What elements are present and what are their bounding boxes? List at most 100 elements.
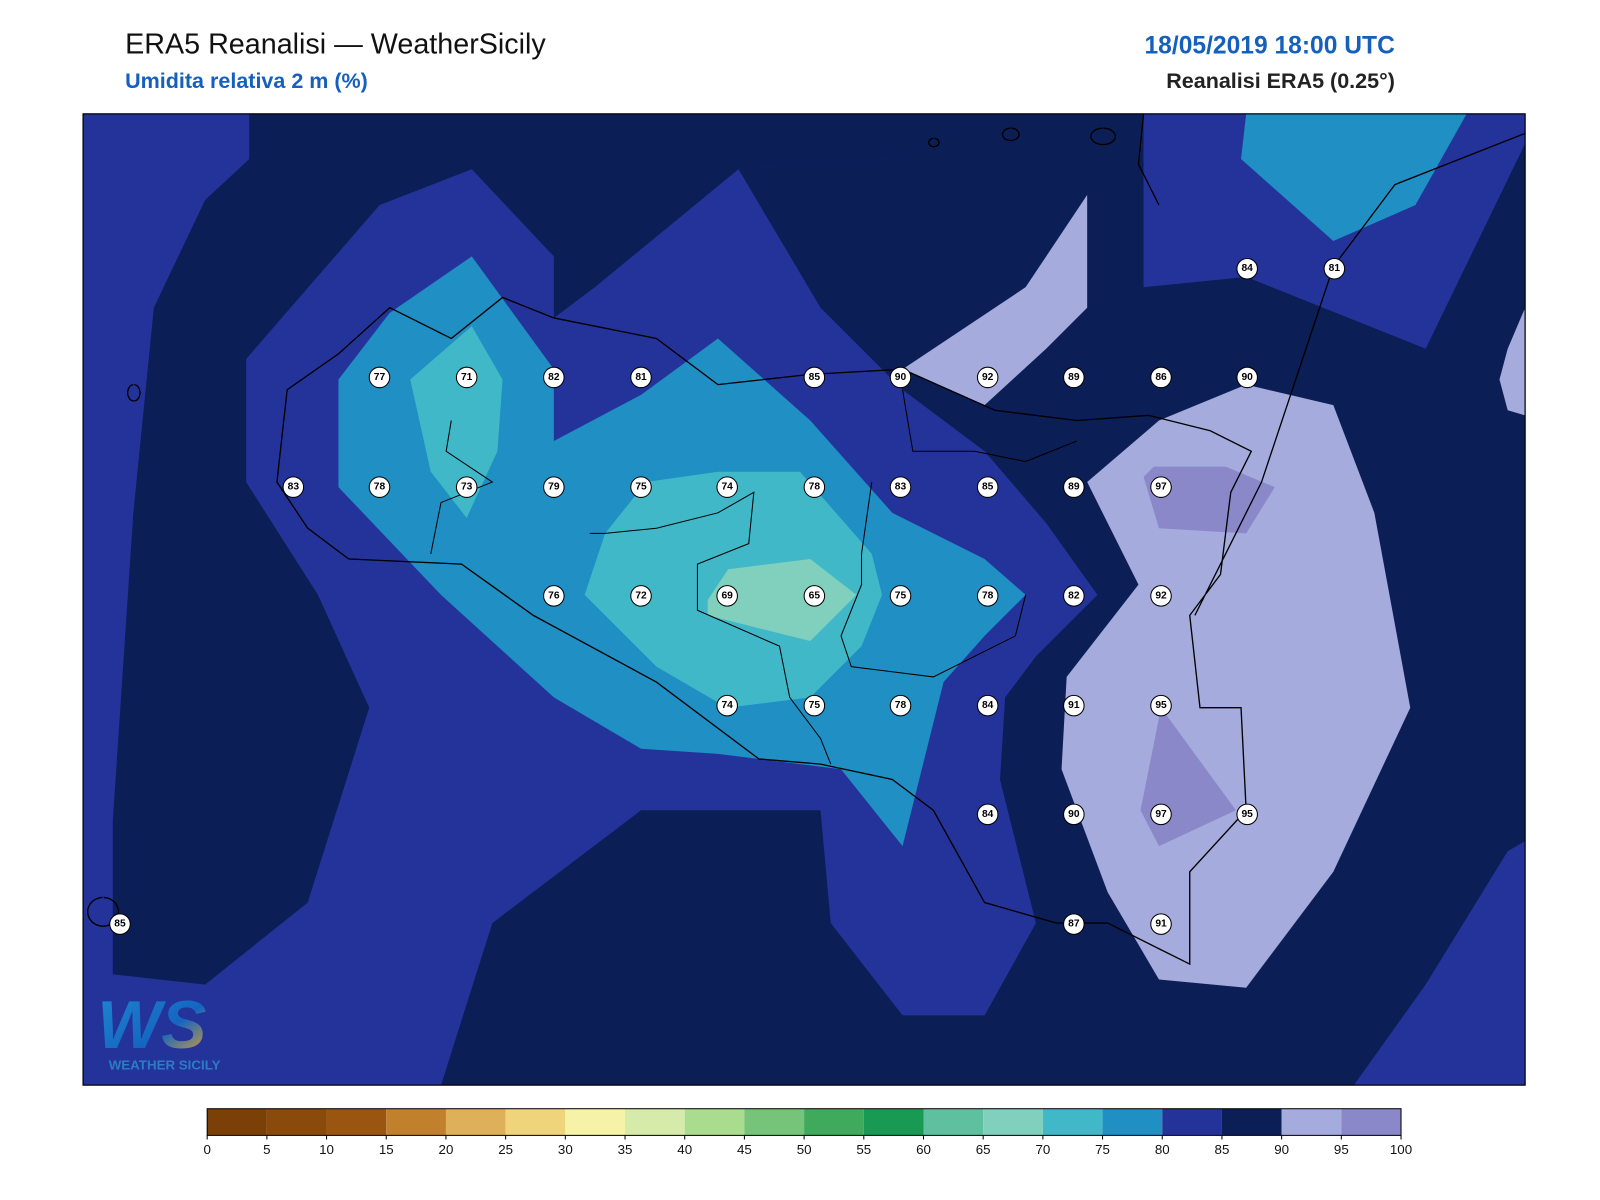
station-marker bbox=[1150, 803, 1172, 826]
station-marker bbox=[630, 585, 652, 607]
colorbar-tick-label: 20 bbox=[439, 1142, 454, 1157]
colorbar-segment bbox=[565, 1108, 626, 1136]
station-marker bbox=[368, 476, 391, 498]
station-marker bbox=[716, 476, 738, 498]
colorbar-tick-label: 25 bbox=[498, 1142, 513, 1157]
station-marker bbox=[716, 694, 738, 717]
station-value: 82 bbox=[548, 372, 560, 383]
station-value: 71 bbox=[461, 372, 473, 383]
station-marker bbox=[889, 476, 912, 498]
station-marker bbox=[1063, 913, 1085, 935]
station-value: 84 bbox=[982, 700, 994, 711]
station-value: 89 bbox=[1068, 482, 1080, 493]
station-marker bbox=[976, 694, 999, 717]
contour-80-85 bbox=[1476, 113, 1526, 165]
station-marker bbox=[1236, 257, 1258, 280]
station-marker bbox=[1063, 476, 1085, 498]
colorbar-segment bbox=[445, 1108, 506, 1136]
contour-90-95 bbox=[1061, 384, 1411, 988]
logo-text: WEATHER SICILY bbox=[109, 1058, 221, 1073]
contour-90-95 bbox=[1499, 307, 1526, 416]
station-value: 91 bbox=[1068, 700, 1080, 711]
contour-65-70 bbox=[707, 558, 857, 642]
station-marker bbox=[1323, 257, 1346, 280]
station-value: 74 bbox=[721, 482, 733, 493]
station-value: 78 bbox=[809, 482, 821, 493]
station-value: 73 bbox=[461, 482, 473, 493]
station-value: 85 bbox=[809, 372, 821, 383]
station-marker bbox=[630, 476, 652, 498]
colorbar-segment bbox=[505, 1108, 566, 1136]
station-value: 97 bbox=[1155, 482, 1167, 493]
station-value: 86 bbox=[1155, 372, 1167, 383]
subtitle: Umidita relativa 2 m (%) bbox=[125, 69, 368, 93]
logo-mark: WS bbox=[97, 988, 206, 1063]
colorbar-segment bbox=[625, 1108, 685, 1136]
station-value: 76 bbox=[548, 590, 560, 601]
colorbar-tick-label: 85 bbox=[1215, 1142, 1230, 1157]
colorbar-segment bbox=[386, 1108, 446, 1136]
station-marker bbox=[1236, 803, 1258, 826]
station-value: 95 bbox=[1155, 700, 1167, 711]
station-marker bbox=[543, 476, 565, 498]
colorbar-tick-label: 60 bbox=[916, 1142, 931, 1157]
map-frame bbox=[82, 113, 1526, 1086]
station-value: 83 bbox=[895, 482, 907, 493]
contour-70-75 bbox=[410, 326, 503, 518]
colorbar-tick-label: 0 bbox=[203, 1142, 210, 1157]
station-marker bbox=[109, 913, 131, 935]
station-marker bbox=[368, 366, 391, 389]
stations: 85 77 71 82 81 85 90 92 89 86 90 84 81 83 78 73 79 75 74 78… bbox=[109, 257, 1346, 935]
station-marker bbox=[1063, 803, 1085, 826]
colorbar-tick-label: 40 bbox=[677, 1142, 692, 1157]
colorbar-tick-label: 15 bbox=[379, 1142, 394, 1157]
colorbar-tick-label: 100 bbox=[1390, 1142, 1412, 1157]
station-value: 91 bbox=[1155, 919, 1167, 930]
station-value: 89 bbox=[1068, 372, 1080, 383]
station-value: 79 bbox=[548, 482, 560, 493]
province-border bbox=[430, 389, 1078, 765]
station-marker bbox=[889, 694, 912, 717]
station-marker bbox=[1150, 694, 1172, 717]
colorbar-tick-label: 65 bbox=[976, 1142, 991, 1157]
logo: WS WEATHER SICILY bbox=[97, 988, 220, 1073]
colorbar: 0 5 10 15 20 25 30 35 40 45 50 55 60 65 70 75 80 85 90 95 10… bbox=[203, 1108, 1412, 1157]
station-marker bbox=[889, 366, 912, 389]
station-value: 84 bbox=[982, 809, 994, 820]
station-value: 92 bbox=[1155, 590, 1167, 601]
colorbar-tick-label: 30 bbox=[558, 1142, 573, 1157]
colorbar-tick-label: 5 bbox=[263, 1142, 270, 1157]
station-marker bbox=[1150, 366, 1172, 389]
colorbar-segment bbox=[863, 1108, 924, 1136]
station-value: 90 bbox=[1241, 372, 1253, 383]
contour-85-90 bbox=[112, 113, 995, 985]
station-marker bbox=[543, 366, 565, 389]
colorbar-segment bbox=[744, 1108, 805, 1136]
contour-95-100 bbox=[1143, 466, 1275, 534]
station-marker bbox=[1236, 366, 1258, 389]
station-value: 69 bbox=[721, 590, 733, 601]
station-marker bbox=[630, 366, 652, 389]
station-value: 81 bbox=[635, 372, 647, 383]
station-value: 78 bbox=[895, 700, 907, 711]
station-value: 92 bbox=[982, 372, 994, 383]
station-value: 75 bbox=[895, 590, 907, 601]
station-value: 87 bbox=[1068, 919, 1080, 930]
source: Reanalisi ERA5 (0.25°) bbox=[1166, 69, 1395, 93]
colorbar-tick-label: 80 bbox=[1155, 1142, 1170, 1157]
station-marker bbox=[976, 803, 999, 826]
colorbar-segment bbox=[1281, 1108, 1342, 1136]
datetime: 18/05/2019 18:00 UTC bbox=[1144, 32, 1395, 59]
station-value: 74 bbox=[721, 700, 733, 711]
colorbar-tick-label: 50 bbox=[797, 1142, 812, 1157]
station-value: 97 bbox=[1155, 809, 1167, 820]
station-marker bbox=[1063, 694, 1085, 717]
station-marker bbox=[716, 585, 738, 607]
colorbar-segment bbox=[1162, 1108, 1222, 1136]
station-value: 75 bbox=[635, 482, 647, 493]
colorbar-segment bbox=[1102, 1108, 1163, 1136]
station-value: 75 bbox=[809, 700, 821, 711]
station-value: 90 bbox=[1068, 809, 1080, 820]
